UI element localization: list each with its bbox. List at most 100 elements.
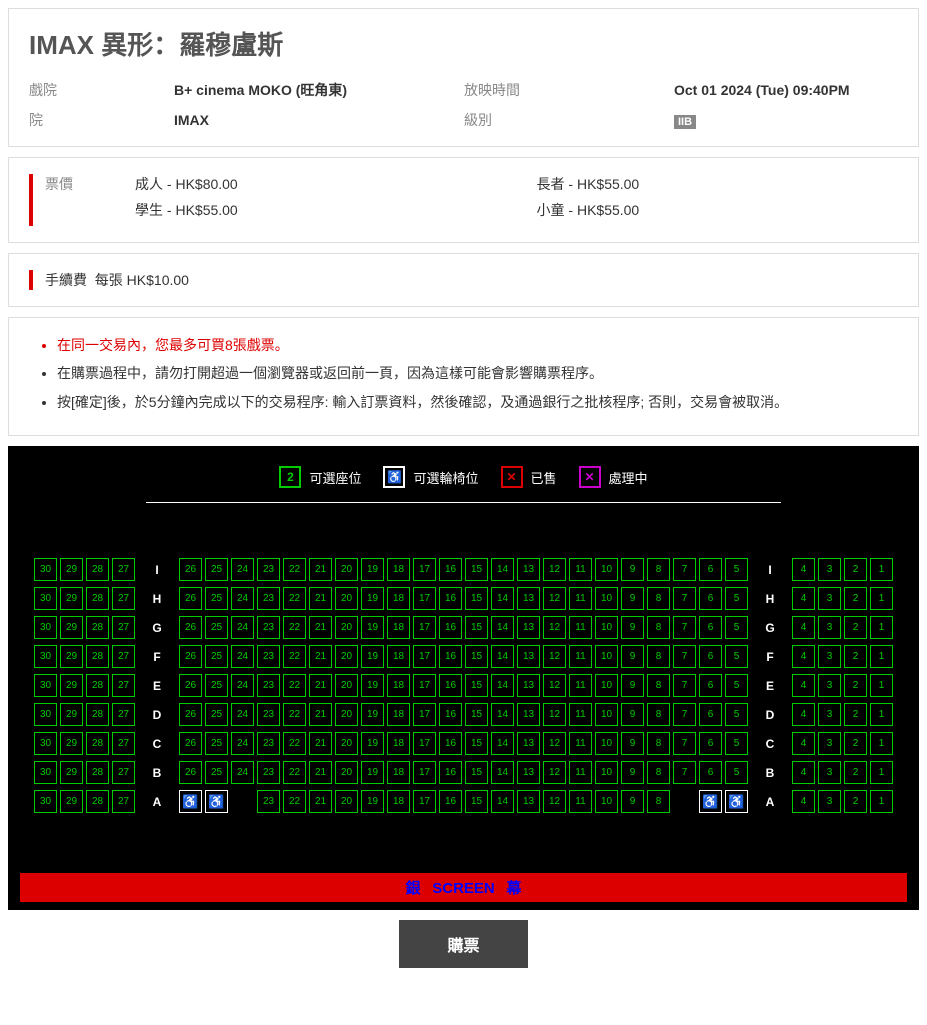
seat[interactable]: ♿ bbox=[699, 790, 722, 813]
seat[interactable]: 4 bbox=[792, 790, 815, 813]
seat[interactable]: 1 bbox=[870, 703, 893, 726]
seat[interactable]: 25 bbox=[205, 703, 228, 726]
seat[interactable]: 30 bbox=[34, 587, 57, 610]
seat[interactable]: 18 bbox=[387, 645, 410, 668]
seat[interactable]: ♿ bbox=[179, 790, 202, 813]
seat[interactable]: 1 bbox=[870, 674, 893, 697]
seat[interactable]: 16 bbox=[439, 558, 462, 581]
seat[interactable]: 13 bbox=[517, 616, 540, 639]
seat[interactable]: 14 bbox=[491, 587, 514, 610]
seat[interactable]: 30 bbox=[34, 674, 57, 697]
seat[interactable]: 7 bbox=[673, 674, 696, 697]
seat[interactable]: 27 bbox=[112, 616, 135, 639]
seat[interactable]: 6 bbox=[699, 703, 722, 726]
seat[interactable]: ♿ bbox=[725, 790, 748, 813]
seat[interactable]: 10 bbox=[595, 790, 618, 813]
seat[interactable]: 18 bbox=[387, 732, 410, 755]
seat[interactable]: 26 bbox=[179, 587, 202, 610]
seat[interactable]: 14 bbox=[491, 703, 514, 726]
seat[interactable]: 3 bbox=[818, 790, 841, 813]
seat[interactable]: 5 bbox=[725, 761, 748, 784]
seat[interactable]: 17 bbox=[413, 674, 436, 697]
seat[interactable]: 9 bbox=[621, 761, 644, 784]
seat[interactable]: 16 bbox=[439, 616, 462, 639]
seat[interactable]: 4 bbox=[792, 761, 815, 784]
seat[interactable]: 17 bbox=[413, 616, 436, 639]
seat[interactable]: 25 bbox=[205, 645, 228, 668]
seat[interactable]: 17 bbox=[413, 558, 436, 581]
seat[interactable]: 10 bbox=[595, 587, 618, 610]
seat[interactable]: 14 bbox=[491, 790, 514, 813]
seat[interactable]: 13 bbox=[517, 558, 540, 581]
seat[interactable]: 3 bbox=[818, 761, 841, 784]
seat[interactable]: 22 bbox=[283, 761, 306, 784]
seat[interactable]: 16 bbox=[439, 587, 462, 610]
seat[interactable]: 25 bbox=[205, 761, 228, 784]
seat[interactable]: 22 bbox=[283, 732, 306, 755]
seat[interactable]: 13 bbox=[517, 732, 540, 755]
seat[interactable]: 29 bbox=[60, 616, 83, 639]
seat[interactable]: 2 bbox=[844, 732, 867, 755]
seat[interactable]: 24 bbox=[231, 761, 254, 784]
seat[interactable]: 29 bbox=[60, 645, 83, 668]
seat[interactable]: 30 bbox=[34, 558, 57, 581]
seat[interactable]: 12 bbox=[543, 616, 566, 639]
seat[interactable]: 13 bbox=[517, 674, 540, 697]
seat[interactable]: 29 bbox=[60, 703, 83, 726]
seat[interactable]: 25 bbox=[205, 732, 228, 755]
seat[interactable]: 27 bbox=[112, 732, 135, 755]
buy-button[interactable]: 購票 bbox=[399, 920, 527, 968]
seat[interactable]: 4 bbox=[792, 645, 815, 668]
seat[interactable]: 11 bbox=[569, 732, 592, 755]
seat[interactable]: 2 bbox=[844, 790, 867, 813]
seat[interactable]: 10 bbox=[595, 645, 618, 668]
seat[interactable]: 8 bbox=[647, 761, 670, 784]
seat[interactable]: 21 bbox=[309, 732, 332, 755]
seat[interactable]: 1 bbox=[870, 645, 893, 668]
seat[interactable]: 22 bbox=[283, 674, 306, 697]
seat[interactable]: 24 bbox=[231, 674, 254, 697]
seat[interactable]: 23 bbox=[257, 790, 280, 813]
seat[interactable]: 9 bbox=[621, 645, 644, 668]
seat[interactable]: 6 bbox=[699, 732, 722, 755]
seat[interactable]: 11 bbox=[569, 616, 592, 639]
seat[interactable]: 23 bbox=[257, 587, 280, 610]
seat[interactable]: 1 bbox=[870, 790, 893, 813]
seat[interactable]: 11 bbox=[569, 790, 592, 813]
seat[interactable]: 3 bbox=[818, 616, 841, 639]
seat[interactable]: 11 bbox=[569, 761, 592, 784]
seat[interactable]: 16 bbox=[439, 703, 462, 726]
seat[interactable]: 6 bbox=[699, 558, 722, 581]
seat[interactable]: 11 bbox=[569, 674, 592, 697]
seat[interactable]: 17 bbox=[413, 587, 436, 610]
seat[interactable]: 12 bbox=[543, 761, 566, 784]
seat[interactable]: 2 bbox=[844, 645, 867, 668]
seat[interactable]: 23 bbox=[257, 703, 280, 726]
seat[interactable]: 28 bbox=[86, 587, 109, 610]
seat[interactable]: 7 bbox=[673, 732, 696, 755]
seat[interactable]: 14 bbox=[491, 732, 514, 755]
seat[interactable]: 12 bbox=[543, 703, 566, 726]
seat[interactable]: 20 bbox=[335, 616, 358, 639]
seat[interactable]: 29 bbox=[60, 732, 83, 755]
seat[interactable]: 17 bbox=[413, 732, 436, 755]
seat[interactable]: 26 bbox=[179, 703, 202, 726]
seat[interactable]: 23 bbox=[257, 558, 280, 581]
seat[interactable]: 5 bbox=[725, 732, 748, 755]
seat[interactable]: 24 bbox=[231, 645, 254, 668]
seat[interactable]: 29 bbox=[60, 790, 83, 813]
seat[interactable]: 19 bbox=[361, 645, 384, 668]
seat[interactable]: 3 bbox=[818, 587, 841, 610]
seat[interactable]: 1 bbox=[870, 732, 893, 755]
seat[interactable]: 13 bbox=[517, 790, 540, 813]
seat[interactable]: 18 bbox=[387, 703, 410, 726]
seat[interactable]: 23 bbox=[257, 761, 280, 784]
seat[interactable]: 7 bbox=[673, 645, 696, 668]
seat[interactable]: 5 bbox=[725, 587, 748, 610]
seat[interactable]: 12 bbox=[543, 645, 566, 668]
seat[interactable]: 20 bbox=[335, 761, 358, 784]
seat[interactable]: 22 bbox=[283, 703, 306, 726]
seat[interactable]: 18 bbox=[387, 587, 410, 610]
seat[interactable]: 20 bbox=[335, 732, 358, 755]
seat[interactable]: 15 bbox=[465, 587, 488, 610]
